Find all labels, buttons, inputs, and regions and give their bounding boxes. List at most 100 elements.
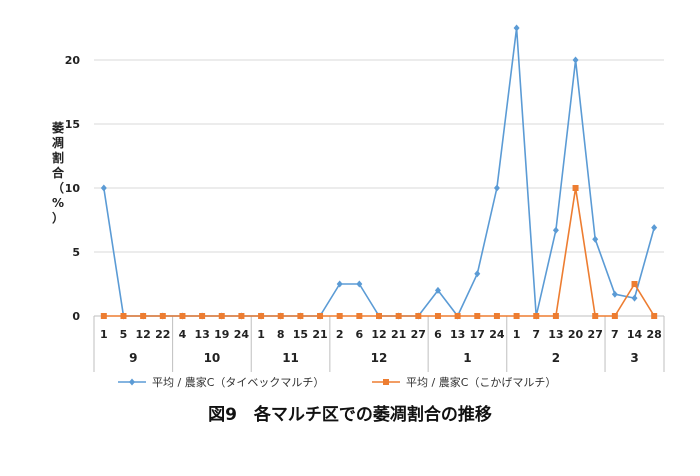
month-label: 12 — [371, 351, 388, 365]
data-point-diamond — [434, 286, 441, 294]
x-tick-label: 4 — [179, 328, 187, 341]
month-label: 2 — [552, 351, 560, 365]
y-tick-labels: 0 5 10 15 20 25 — [65, 0, 81, 323]
month-label: 9 — [129, 351, 137, 365]
data-point-diamond — [336, 280, 343, 288]
x-tick-label: 1 — [100, 328, 108, 341]
month-label: 1 — [463, 351, 471, 365]
data-point-square — [631, 281, 638, 287]
x-tick-label: 21 — [312, 328, 327, 341]
x-tick-label: 1 — [513, 328, 521, 341]
y-axis-label-char: 合 — [52, 165, 65, 180]
x-tick-label: 17 — [470, 328, 485, 341]
data-point-diamond — [474, 270, 481, 278]
data-point-square — [199, 313, 206, 319]
y-tick-label: 25 — [65, 0, 80, 3]
data-point-diamond — [493, 184, 500, 192]
y-tick-label: 10 — [65, 182, 81, 195]
x-tick-label: 20 — [568, 328, 584, 341]
y-axis-label: 萎凋割合（%） — [52, 120, 65, 225]
data-point-square — [120, 313, 127, 319]
data-point-square — [179, 313, 186, 319]
grid-lines — [94, 59, 664, 253]
data-point-square — [356, 313, 363, 319]
data-point-square — [572, 185, 579, 191]
data-point-square — [474, 313, 481, 319]
data-point-diamond — [356, 280, 363, 288]
data-point-diamond — [611, 290, 618, 298]
legend-marker-diamond — [129, 378, 135, 386]
y-tick-label: 0 — [72, 310, 80, 323]
x-tick-label: 13 — [548, 328, 563, 341]
data-point-square — [159, 313, 166, 319]
x-tick-label: 12 — [371, 328, 386, 341]
data-point-diamond — [651, 224, 658, 232]
data-point-square — [611, 313, 618, 319]
x-tick-label: 5 — [120, 328, 128, 341]
x-tick-label: 19 — [214, 328, 229, 341]
data-point-square — [434, 313, 441, 319]
month-label: 3 — [630, 351, 638, 365]
month-label: 11 — [282, 351, 299, 365]
data-point-square — [454, 313, 461, 319]
x-tick-label: 15 — [293, 328, 308, 341]
data-point-diamond — [572, 56, 579, 64]
data-point-square — [533, 313, 540, 319]
y-axis-label-char: 凋 — [52, 135, 64, 150]
data-point-diamond — [100, 184, 107, 192]
x-tick-label: 24 — [489, 328, 505, 341]
x-tick-label: 1 — [257, 328, 265, 341]
data-point-diamond — [592, 235, 599, 243]
x-tick-label: 6 — [434, 328, 442, 341]
data-point-square — [376, 313, 382, 319]
y-tick-label: 5 — [72, 246, 80, 259]
data-point-diamond — [552, 226, 559, 234]
data-point-square — [218, 313, 225, 319]
data-point-square — [100, 313, 107, 319]
y-tick-label: 15 — [65, 118, 80, 131]
x-tick-label: 2 — [336, 328, 344, 341]
x-tick-label: 27 — [411, 328, 426, 341]
data-point-square — [258, 313, 265, 319]
x-tick-label: 21 — [391, 328, 406, 341]
data-point-square — [140, 313, 147, 319]
y-axis-label-char: （ — [52, 180, 64, 195]
series-lines — [100, 24, 658, 320]
data-point-diamond — [631, 294, 638, 302]
data-point-square — [651, 313, 658, 319]
data-point-square — [552, 313, 559, 319]
data-point-square — [238, 313, 245, 319]
y-axis-label-char: ） — [52, 210, 64, 225]
data-point-square — [493, 313, 500, 319]
x-tick-label: 8 — [277, 328, 285, 341]
y-axis-label-char: 割 — [52, 150, 64, 165]
x-tick-label: 28 — [647, 328, 662, 341]
x-axis: 1 5 12 22 4 13 19 24 1 8 15 21 2 6 12 21 27 6 13 17 24 1 7 13 20… — [93, 315, 665, 372]
data-point-square — [317, 313, 324, 319]
x-tick-label: 7 — [532, 328, 540, 341]
x-tick-label: 14 — [627, 328, 643, 341]
x-tick-label: 27 — [588, 328, 603, 341]
legend-label: 平均 / 農家C（タイベックマルチ） — [152, 375, 324, 389]
x-tick-label: 24 — [234, 328, 250, 341]
figure-caption: 図9 各マルチ区での萎凋割合の推移 — [208, 404, 492, 425]
x-tick-label: 13 — [450, 328, 465, 341]
legend: 平均 / 農家C（タイベックマルチ） 平均 / 農家C（こかげマルチ） — [118, 375, 556, 389]
data-point-square — [277, 313, 284, 319]
legend-marker-square — [383, 379, 389, 385]
data-point-square — [592, 313, 599, 319]
y-axis-label-char: % — [52, 196, 64, 210]
series-line — [103, 27, 655, 317]
x-tick-label: 13 — [194, 328, 209, 341]
month-label: 10 — [204, 351, 221, 365]
x-tick-label: 12 — [135, 328, 150, 341]
x-tick-label: 7 — [611, 328, 619, 341]
y-tick-label: 20 — [65, 54, 81, 67]
data-point-square — [513, 313, 520, 319]
x-tick-label: 22 — [155, 328, 170, 341]
data-point-square — [336, 313, 343, 319]
legend-label: 平均 / 農家C（こかげマルチ） — [406, 375, 556, 389]
data-point-square — [415, 313, 422, 319]
x-tick-label: 6 — [356, 328, 364, 341]
